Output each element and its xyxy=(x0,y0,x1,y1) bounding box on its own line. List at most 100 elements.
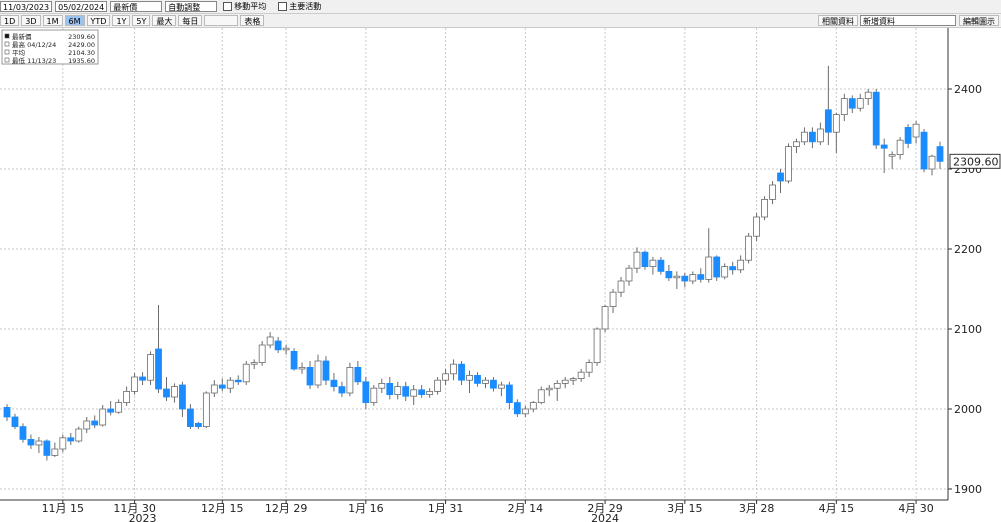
year-label: 2023 xyxy=(129,512,157,522)
year-label: 2024 xyxy=(591,512,619,522)
candle-body xyxy=(266,336,274,346)
candle-body xyxy=(832,114,840,133)
candle-body xyxy=(529,402,537,410)
candle-body xyxy=(689,274,697,282)
toolbar-ranges: 1D 3D 1M 6M YTD 1Y 5Y 最大 每日 表格 相關資料 新增資料 編輯圖示 xyxy=(0,14,1001,28)
table-button[interactable]: 表格 xyxy=(240,15,265,26)
field-select[interactable]: 最新價 xyxy=(110,1,163,12)
candle-body xyxy=(824,109,832,133)
candle-body xyxy=(298,366,306,370)
scale-select[interactable]: 自動調整 xyxy=(165,1,218,12)
candle-body xyxy=(856,98,864,109)
candle-body xyxy=(809,131,816,143)
start-date[interactable]: 11/03/2023 xyxy=(0,1,53,12)
candle-body xyxy=(171,386,178,398)
range-button[interactable]: 最大 xyxy=(152,15,177,26)
x-tick-label: 2月 29 xyxy=(587,502,623,515)
candle-body xyxy=(593,328,601,363)
legend-icon xyxy=(4,57,10,63)
candle-body xyxy=(330,379,338,388)
legend-label: 平均 xyxy=(12,48,26,57)
x-tick-label: 11月 15 xyxy=(42,502,85,515)
candle-body xyxy=(657,259,665,272)
events-label: 主要活動 xyxy=(289,2,322,11)
y-tick-label: 2100 xyxy=(954,323,982,336)
candle-body xyxy=(123,390,131,403)
events-checkbox[interactable] xyxy=(278,2,288,11)
candle-body xyxy=(864,91,872,99)
candle-body xyxy=(194,422,202,427)
ma-checkbox[interactable] xyxy=(223,2,233,11)
legend-label: 最新價 xyxy=(12,32,32,41)
candle-body xyxy=(521,408,529,415)
candle-body xyxy=(585,362,593,373)
candle-body xyxy=(928,155,936,170)
candle-body xyxy=(737,259,745,271)
add-data[interactable]: 新增資料 xyxy=(860,15,956,26)
legend-icon xyxy=(4,41,10,47)
x-tick-label: 4月 30 xyxy=(898,502,934,515)
candle-body xyxy=(91,420,99,426)
candle-body xyxy=(498,384,505,389)
x-tick-label: 1月 31 xyxy=(428,502,464,515)
range-button[interactable]: 6M xyxy=(64,15,85,26)
candle-body xyxy=(816,128,824,143)
y-tick-label: 2200 xyxy=(954,243,982,256)
candle-body xyxy=(75,428,83,442)
y-tick-label: 2400 xyxy=(954,83,982,96)
candle-body xyxy=(370,387,378,404)
candle-body xyxy=(282,347,290,351)
candle-body xyxy=(569,378,577,381)
candle-body xyxy=(785,146,792,182)
candle-body xyxy=(649,259,657,268)
range-button[interactable]: 3D xyxy=(21,15,41,26)
candle-body xyxy=(761,198,768,218)
candle-body xyxy=(410,389,418,397)
candle-body xyxy=(131,376,138,392)
edit-button[interactable]: 編輯圖示 xyxy=(959,15,999,26)
candle-body xyxy=(793,141,800,148)
candle-body xyxy=(553,382,561,389)
legend-label: 最低 11/13/23 xyxy=(12,56,56,65)
range-button[interactable]: 1D xyxy=(0,15,20,26)
candle-body xyxy=(769,184,776,200)
range-button[interactable]: YTD xyxy=(86,15,111,26)
plot-area xyxy=(0,28,948,500)
related-button[interactable]: 相關資料 xyxy=(818,15,858,26)
candle-body xyxy=(505,384,513,404)
candle-body xyxy=(753,216,760,237)
frequency[interactable]: 每日 xyxy=(178,15,203,26)
candle-body xyxy=(513,402,521,415)
candle-body xyxy=(11,416,19,428)
range-button[interactable]: 1M xyxy=(42,15,63,26)
legend-label: 最高 04/12/24 xyxy=(12,40,56,49)
candle-body xyxy=(218,384,226,389)
candle-body xyxy=(641,251,649,267)
candle-body xyxy=(904,127,912,144)
candle-body xyxy=(912,123,920,138)
candle-body xyxy=(35,440,43,446)
candle-body xyxy=(681,275,689,282)
legend-box xyxy=(1,29,99,65)
x-tick-label: 1月 16 xyxy=(348,502,384,515)
candle-body xyxy=(3,406,11,418)
y-tick-label: 2000 xyxy=(954,403,982,416)
legend-value: 2104.30 xyxy=(68,49,95,57)
candle-body xyxy=(394,386,402,396)
candle-body xyxy=(210,384,218,394)
range-buttons: 1D 3D 1M 6M YTD 1Y 5Y 最大 xyxy=(0,15,178,26)
x-tick-label: 3月 15 xyxy=(667,502,703,515)
ma-label: 移動平均 xyxy=(234,2,267,11)
chart-style[interactable] xyxy=(204,15,239,26)
legend-value: 2309.60 xyxy=(68,33,95,41)
candle-body xyxy=(601,306,609,330)
candle-body xyxy=(59,437,67,450)
candle-body xyxy=(242,363,250,383)
candle-body xyxy=(697,274,705,280)
candle-body xyxy=(625,267,633,282)
legend: 最新價 2309.60 最高 04/12/24 2429.00 平均 2104.30 最低 … xyxy=(1,29,99,65)
range-button[interactable]: 5Y xyxy=(132,15,151,26)
range-button[interactable]: 1Y xyxy=(112,15,131,26)
candle-body xyxy=(880,144,888,149)
end-date[interactable]: 05/02/2024 xyxy=(55,1,108,12)
